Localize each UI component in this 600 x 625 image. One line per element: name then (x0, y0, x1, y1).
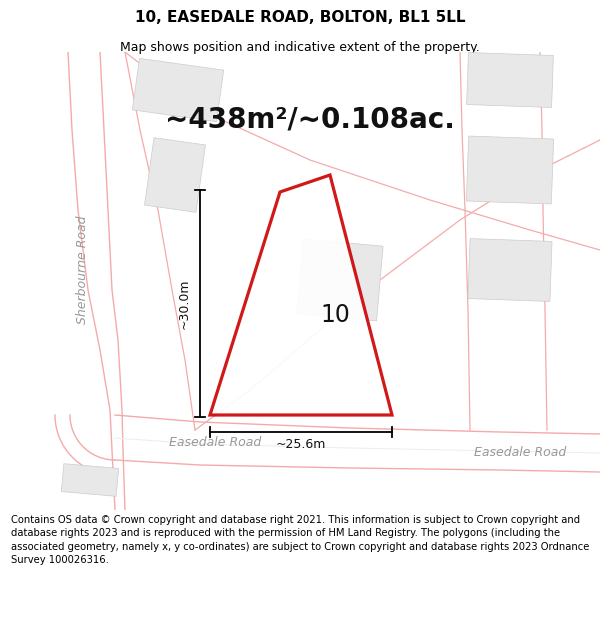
Text: ~30.0m: ~30.0m (178, 278, 191, 329)
Text: Sherbourne Road: Sherbourne Road (77, 216, 89, 324)
Text: ~25.6m: ~25.6m (276, 439, 326, 451)
Bar (468, 239, 552, 301)
Bar (145, 138, 205, 212)
Text: 10, EASEDALE ROAD, BOLTON, BL1 5LL: 10, EASEDALE ROAD, BOLTON, BL1 5LL (135, 11, 465, 26)
Text: Easedale Road: Easedale Road (474, 446, 566, 459)
Bar (467, 52, 553, 107)
Text: Map shows position and indicative extent of the property.: Map shows position and indicative extent… (120, 41, 480, 54)
Text: ~438m²/~0.108ac.: ~438m²/~0.108ac. (165, 106, 455, 134)
Polygon shape (210, 175, 392, 415)
Bar (61, 464, 119, 496)
Bar (132, 58, 224, 122)
Bar (466, 136, 554, 204)
Text: Easedale Road: Easedale Road (169, 436, 261, 449)
Text: Contains OS data © Crown copyright and database right 2021. This information is : Contains OS data © Crown copyright and d… (11, 515, 589, 565)
Text: 10: 10 (320, 303, 350, 327)
Bar (297, 239, 383, 321)
